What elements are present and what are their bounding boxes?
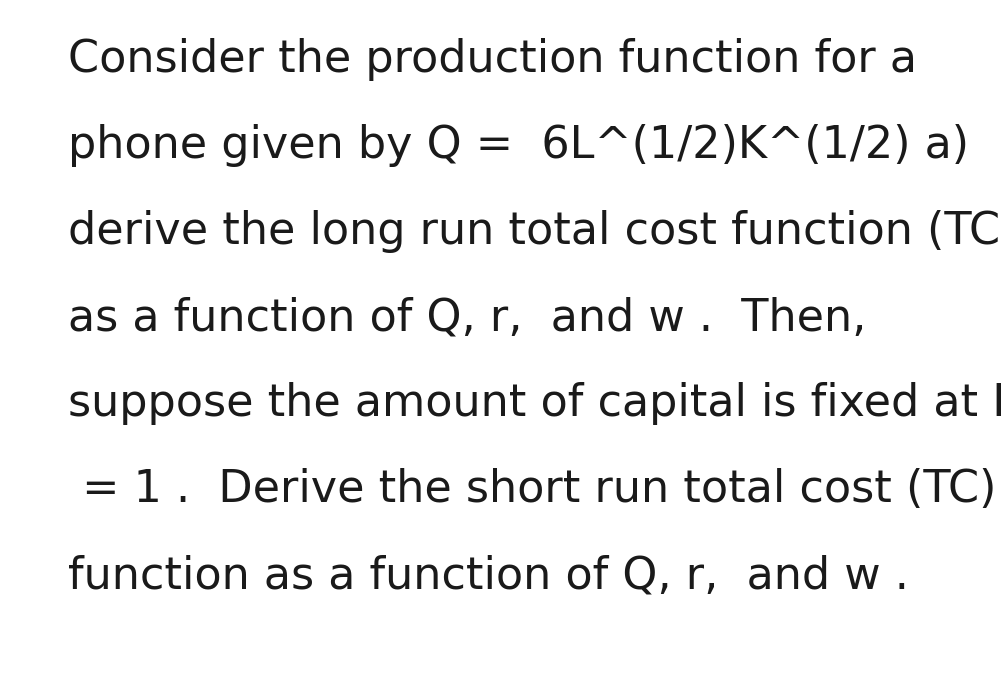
Text: derive the long run total cost function (TC): derive the long run total cost function …	[68, 210, 1001, 253]
Text: phone given by Q =  6L^(1/2)K^(1/2) a): phone given by Q = 6L^(1/2)K^(1/2) a)	[68, 124, 969, 167]
Text: = 1 .  Derive the short run total cost (TC): = 1 . Derive the short run total cost (T…	[68, 468, 996, 511]
Text: as a function of Q, r,  and w .  Then,: as a function of Q, r, and w . Then,	[68, 296, 867, 339]
Text: suppose the amount of capital is fixed at K: suppose the amount of capital is fixed a…	[68, 382, 1001, 425]
Text: Consider the production function for a: Consider the production function for a	[68, 38, 917, 81]
Text: function as a function of Q, r,  and w .: function as a function of Q, r, and w .	[68, 554, 909, 597]
